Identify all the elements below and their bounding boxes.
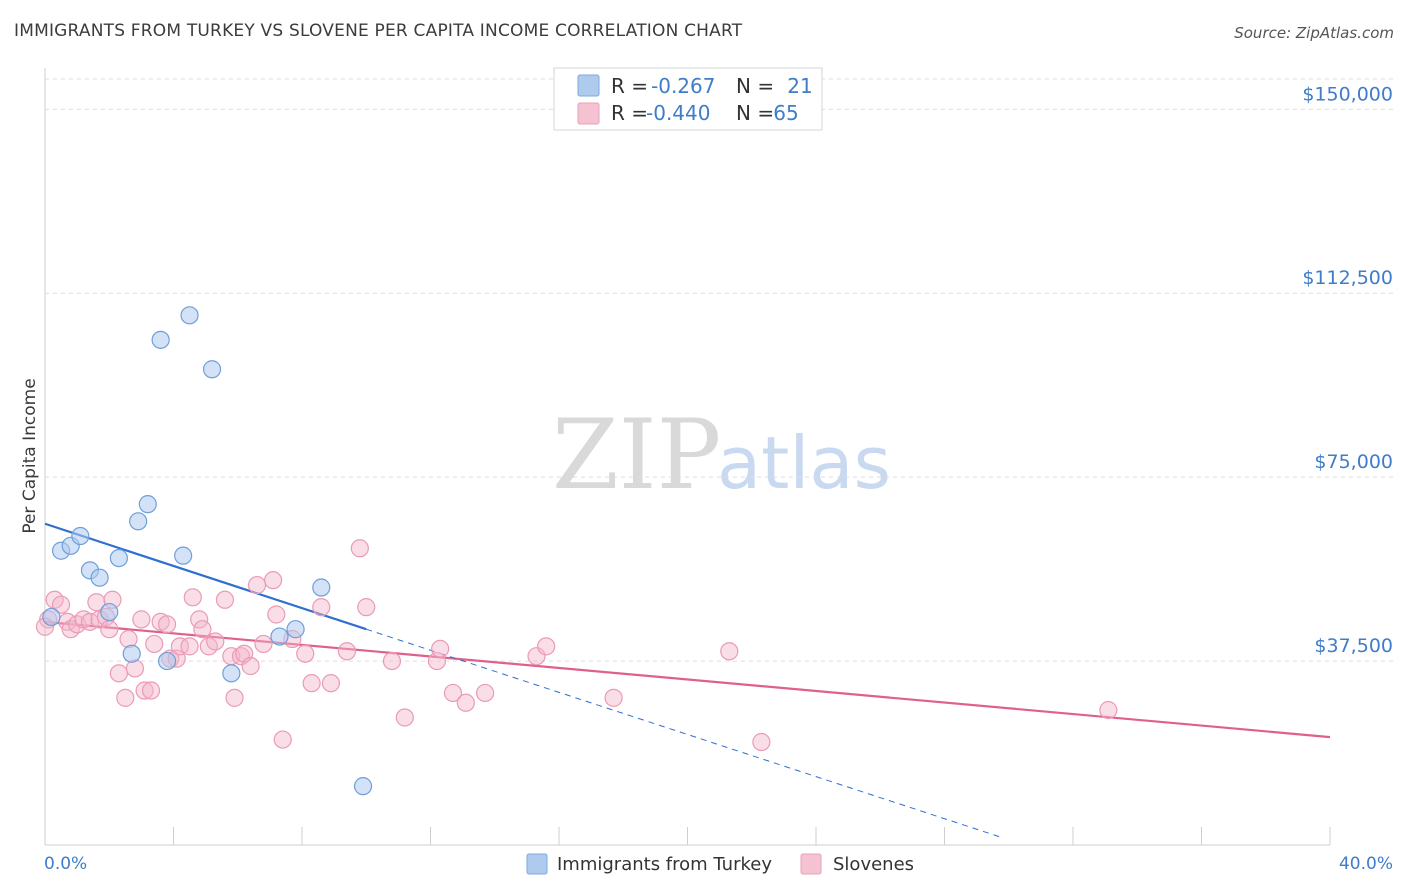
point-slovenes — [1099, 701, 1118, 720]
trend-line-turkey — [44, 522, 367, 631]
point-slovenes — [135, 681, 154, 700]
legend-n-value-turkey: 21 — [787, 74, 812, 98]
watermark: ZIP atlas — [552, 399, 891, 511]
point-slovenes — [267, 605, 286, 624]
point-slovenes — [225, 688, 244, 707]
point-turkey — [312, 578, 331, 597]
point-turkey — [202, 360, 222, 379]
point-slovenes — [382, 651, 402, 671]
point-slovenes — [241, 656, 260, 676]
point-slovenes — [132, 610, 151, 629]
bottom-legend-label-turkey: Immigrants from Turkey — [557, 854, 772, 875]
point-slovenes — [476, 683, 495, 703]
point-slovenes — [183, 588, 202, 607]
point-turkey — [174, 546, 193, 565]
point-turkey — [100, 602, 119, 622]
point-slovenes — [395, 708, 414, 727]
legend-r-label-slovenes: R = — [611, 101, 648, 125]
point-slovenes — [145, 634, 164, 654]
legend-r-label-turkey: R = — [611, 74, 648, 98]
legend-n-value-slovenes: 65 — [773, 101, 798, 125]
point-slovenes — [125, 659, 145, 678]
legend-n-label-slovenes: N = — [736, 101, 774, 125]
point-slovenes — [190, 610, 209, 629]
watermark-atlas: atlas — [717, 421, 891, 505]
grid — [45, 78, 1395, 662]
point-slovenes — [431, 639, 450, 658]
point-slovenes — [604, 688, 623, 707]
point-slovenes — [247, 575, 267, 595]
point-turkey — [151, 330, 170, 349]
point-slovenes — [337, 642, 357, 661]
point-turkey — [270, 627, 289, 646]
point-turkey — [122, 644, 141, 663]
point-turkey — [71, 526, 90, 546]
point-slovenes — [157, 615, 177, 634]
point-slovenes — [170, 637, 190, 656]
legend-r-value-slovenes: -0.440 — [646, 101, 710, 125]
y-tick-label: $75,000 — [1314, 451, 1393, 473]
point-slovenes — [357, 598, 376, 617]
axes: Per Capita Income 0.0% 40.0% $37,500 $75,… — [20, 68, 1393, 874]
y-axis-label: Per Capita Income — [20, 378, 40, 533]
trend-line-turkey-extension — [366, 628, 1003, 839]
trend-line-slovenes — [44, 620, 1331, 739]
point-slovenes — [180, 637, 199, 656]
point-slovenes — [302, 674, 321, 693]
point-slovenes — [321, 674, 341, 693]
point-slovenes — [109, 664, 128, 683]
point-slovenes — [312, 598, 331, 617]
point-slovenes — [100, 620, 119, 639]
y-tick-label: $112,500 — [1302, 267, 1393, 289]
point-turkey — [42, 607, 61, 627]
point-slovenes — [116, 688, 135, 707]
point-turkey — [180, 306, 199, 325]
point-turkey — [286, 620, 305, 639]
point-slovenes — [296, 644, 315, 663]
y-tick-label: $150,000 — [1302, 83, 1393, 105]
source-credit: Source: ZipAtlas.com — [1234, 24, 1394, 42]
x-tick-label-min: 0.0% — [44, 854, 87, 874]
point-slovenes — [537, 637, 556, 656]
point-turkey — [353, 777, 373, 796]
point-turkey — [129, 512, 148, 531]
point-turkey — [222, 664, 241, 683]
y-tick-label: $37,500 — [1314, 635, 1393, 657]
legend: R = -0.267 N = 21 R = -0.440 N = 65 — [553, 67, 823, 131]
legend-swatch-slovenes — [577, 102, 600, 125]
data-points — [35, 306, 1118, 796]
point-slovenes — [254, 634, 273, 654]
point-slovenes — [141, 681, 161, 700]
chart-title: IMMIGRANTS FROM TURKEY VS SLOVENE PER CA… — [14, 21, 743, 41]
bottom-legend: Immigrants from Turkey Slovenes — [526, 853, 914, 875]
point-slovenes — [752, 732, 771, 752]
point-slovenes — [119, 629, 138, 649]
point-slovenes — [193, 620, 212, 639]
point-slovenes — [456, 693, 475, 712]
point-turkey — [90, 568, 109, 587]
legend-r-value-turkey: -0.267 — [651, 74, 715, 98]
point-slovenes — [231, 647, 251, 666]
point-turkey — [109, 548, 128, 568]
point-slovenes — [206, 632, 225, 651]
bottom-legend-label-slovenes: Slovenes — [833, 854, 914, 875]
legend-n-label-turkey: N = — [736, 74, 774, 98]
point-slovenes — [527, 647, 546, 666]
legend-swatch-turkey — [577, 74, 600, 97]
point-slovenes — [215, 590, 234, 609]
point-slovenes — [443, 683, 463, 703]
trend-lines — [44, 522, 1331, 839]
bottom-legend-swatch-turkey — [526, 853, 548, 875]
point-slovenes — [350, 539, 369, 558]
point-slovenes — [273, 730, 292, 749]
bottom-legend-swatch-slovenes — [800, 853, 822, 875]
point-slovenes — [263, 571, 283, 590]
point-slovenes — [51, 595, 71, 614]
point-turkey — [157, 651, 177, 671]
point-turkey — [138, 495, 157, 514]
point-slovenes — [720, 642, 739, 661]
x-tick-label-max: 40.0% — [1339, 854, 1393, 874]
watermark-zip: ZIP — [552, 399, 721, 511]
